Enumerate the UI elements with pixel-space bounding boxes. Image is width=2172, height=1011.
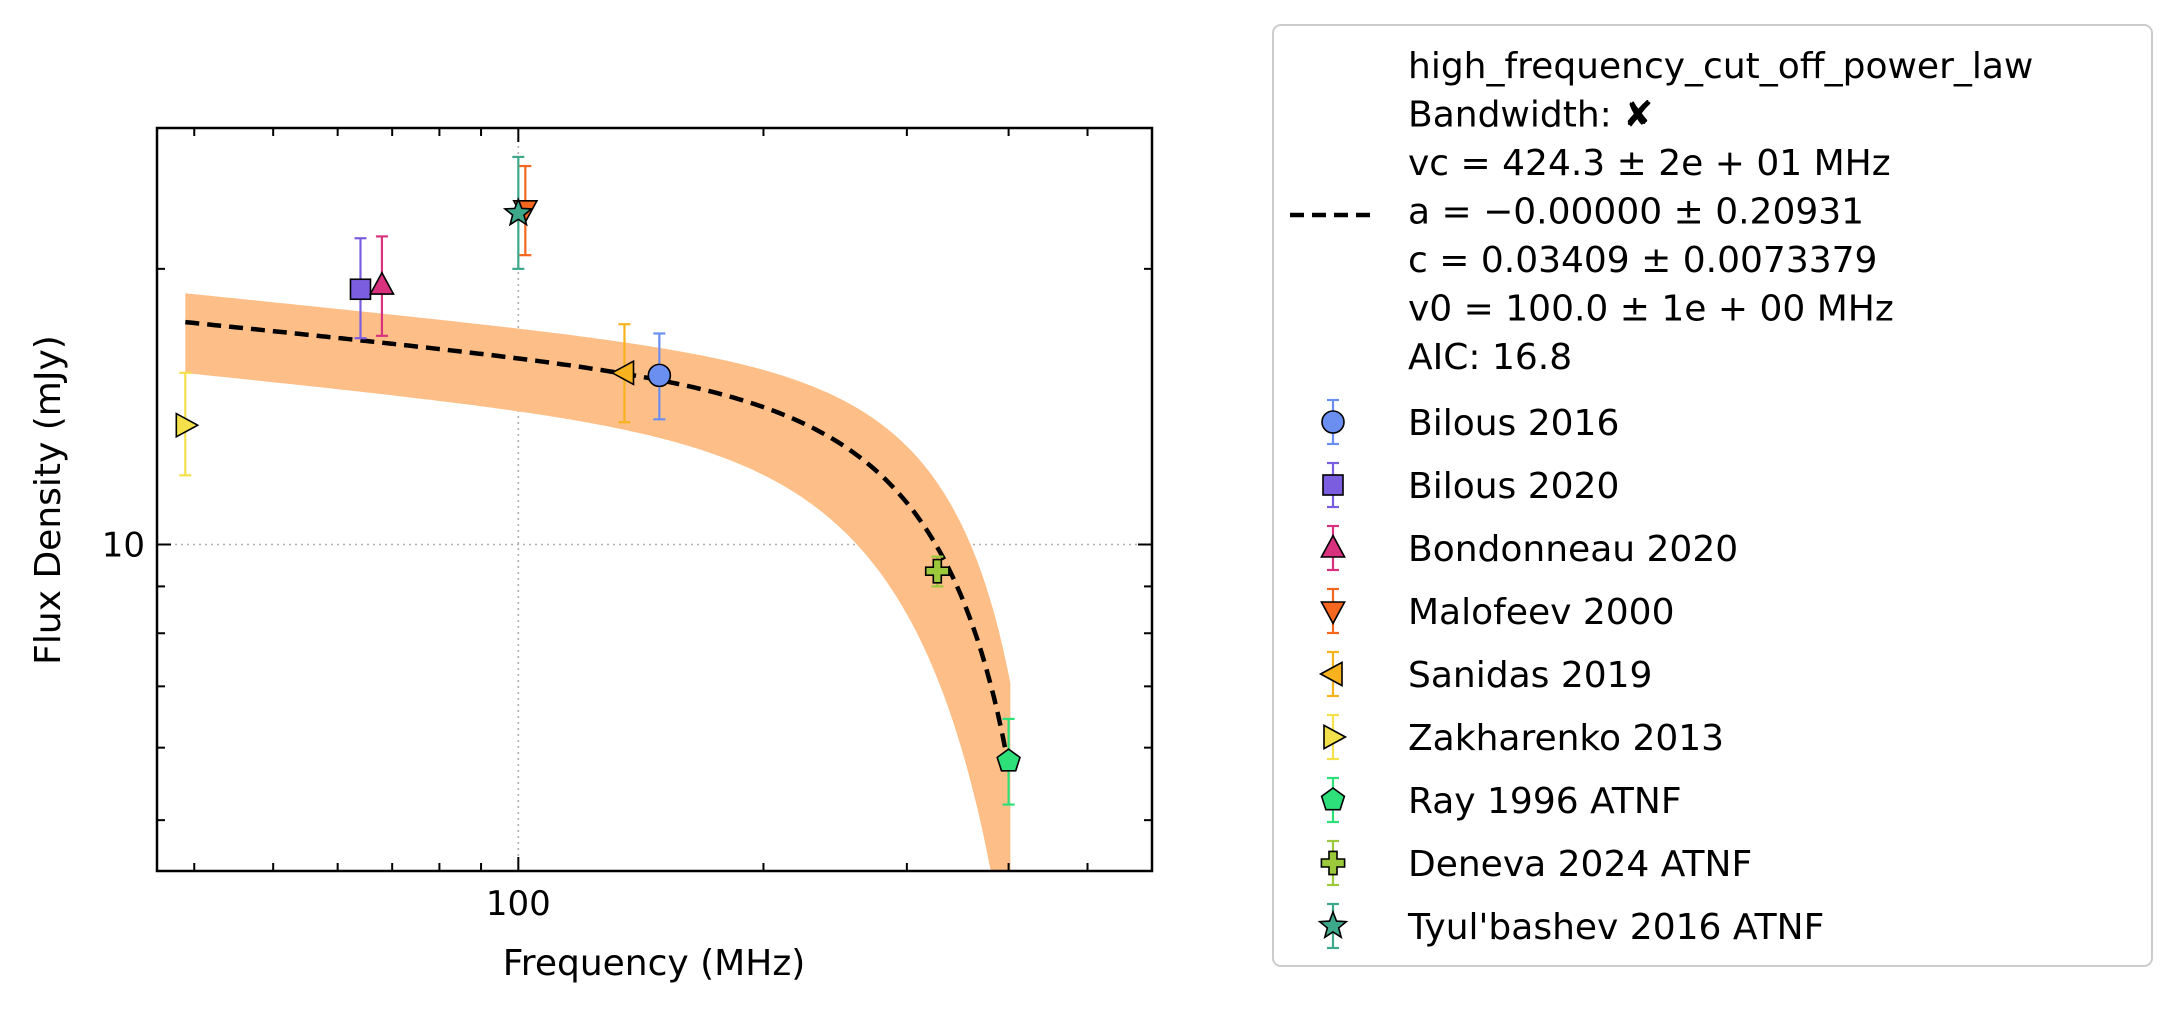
legend-fit-line-1: Bandwidth: ✘	[1408, 95, 1653, 136]
y-tick-label: 10	[102, 526, 145, 566]
series-tyul-bashev-2016-atnf	[502, 155, 534, 270]
y-axis-label: Flux Density (mJy)	[28, 335, 69, 665]
legend-label: Bilous 2020	[1408, 466, 1619, 507]
legend-series-entries: Bilous 2016 Bilous 2020 Bondonneau 2020 Mal…	[1317, 398, 1824, 950]
legend-label: Ray 1996 ATNF	[1408, 781, 1682, 822]
legend-item: Malofeev 2000	[1320, 587, 1674, 635]
axis-ticks: 100 10	[102, 128, 1152, 924]
plot-frame	[155, 126, 1154, 873]
series-zakharenko-2013	[175, 371, 200, 477]
legend-fit-line-4: c = 0.03409 ± 0.0073379	[1408, 240, 1877, 281]
legend-item: Zakharenko 2013	[1323, 713, 1724, 761]
legend-marker	[1322, 474, 1344, 496]
legend-marker	[1318, 661, 1343, 687]
legend-item: Bilous 2020	[1322, 461, 1619, 509]
series-bilous-2020	[349, 237, 372, 340]
series-ray-1996-atnf	[996, 717, 1021, 806]
legend-fit-line-5: v0 = 100.0 ± 1e + 00 MHz	[1408, 289, 1894, 330]
grid-lines	[157, 128, 1152, 871]
legend-label: Bondonneau 2020	[1408, 529, 1738, 570]
legend-item: Bondonneau 2020	[1320, 524, 1738, 572]
series-deneva-2024-atnf	[924, 555, 950, 588]
legend-fit-line-6: AIC: 16.8	[1408, 337, 1572, 378]
legend-marker	[1321, 410, 1345, 434]
legend-fit-entry: high_frequency_cut_off_power_law Bandwidt…	[1290, 46, 2033, 378]
data-point	[924, 558, 950, 584]
legend-marker	[1320, 601, 1346, 626]
series-bondonneau-2020	[368, 235, 395, 337]
series-sanidas-2019	[610, 323, 635, 424]
legend-label: Bilous 2016	[1408, 403, 1619, 444]
legend-item: Bilous 2016	[1321, 398, 1619, 446]
series-bilous-2016	[647, 332, 672, 421]
fit-uncertainty-band	[185, 293, 1011, 871]
data-point	[175, 412, 200, 439]
plot-area: 100 10	[102, 126, 1154, 924]
legend-item: Ray 1996 ATNF	[1320, 776, 1682, 824]
legend-fit-line-3: a = −0.00000 ± 0.20931	[1408, 192, 1864, 233]
x-axis-label: Frequency (MHz)	[503, 943, 806, 984]
legend-frame	[1272, 24, 2153, 967]
legend-item: Deneva 2024 ATNF	[1320, 839, 1752, 887]
data-point	[502, 197, 534, 227]
legend-item: Tyul'bashev 2016 ATNF	[1317, 902, 1824, 950]
data-point	[610, 359, 635, 386]
data-point	[647, 363, 672, 388]
legend-marker	[1320, 850, 1346, 876]
legend-label: Deneva 2024 ATNF	[1408, 844, 1752, 885]
fit-line	[185, 319, 1013, 777]
data-point	[996, 748, 1021, 772]
legend-fit-line-2: vc = 424.3 ± 2e + 01 MHz	[1408, 143, 1891, 184]
legend-marker	[1320, 787, 1346, 811]
data-point	[368, 271, 395, 295]
legend-label: Sanidas 2019	[1408, 655, 1652, 696]
legend-label: Tyul'bashev 2016 ATNF	[1407, 907, 1824, 948]
legend-item: Sanidas 2019	[1318, 650, 1652, 698]
x-tick-label: 100	[486, 884, 551, 924]
legend-marker	[1317, 909, 1349, 940]
legend-marker	[1323, 724, 1348, 750]
legend-label: Zakharenko 2013	[1408, 718, 1724, 759]
legend-label: Malofeev 2000	[1408, 592, 1674, 633]
legend-marker	[1320, 533, 1346, 558]
legend: high_frequency_cut_off_power_law Bandwidt…	[1272, 24, 2153, 967]
data-point	[349, 278, 372, 301]
legend-fit-line-0: high_frequency_cut_off_power_law	[1408, 46, 2033, 87]
